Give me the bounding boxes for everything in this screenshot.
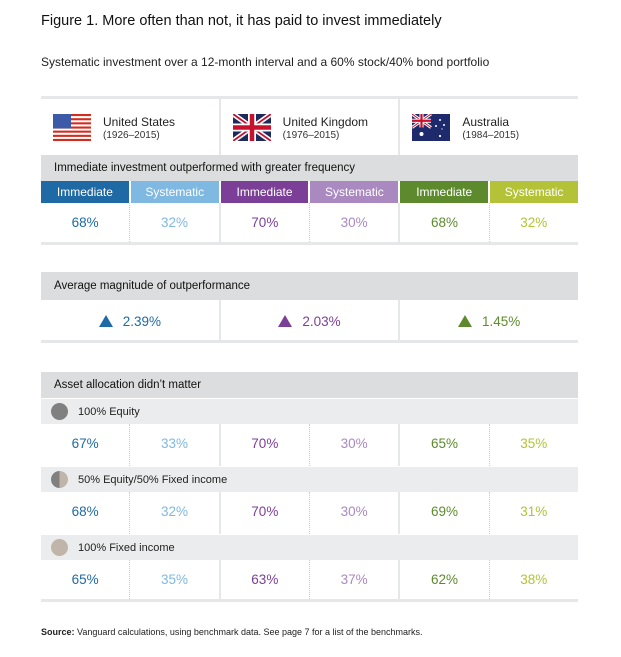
magnitude-au: 1.45% bbox=[400, 300, 578, 340]
value-cell: 67% bbox=[41, 424, 131, 466]
row-heading-equity: 100% Equity bbox=[41, 398, 578, 424]
us-flag-icon bbox=[53, 113, 91, 141]
value-cell: 68% bbox=[400, 203, 490, 242]
label-systematic-uk: Systematic bbox=[310, 181, 399, 203]
value-cell: 68% bbox=[41, 203, 131, 242]
magnitude-uk: 2.03% bbox=[221, 300, 401, 340]
row-heading-fixed-income: 100% Fixed income bbox=[41, 534, 578, 560]
label-systematic-au: Systematic bbox=[490, 181, 578, 203]
magnitude-section: Average magnitude of outperformance 2.39… bbox=[41, 272, 578, 343]
value-cell: 69% bbox=[400, 492, 490, 534]
country-uk: United Kingdom (1976–2015) bbox=[221, 99, 401, 155]
value-cell: 38% bbox=[520, 572, 548, 587]
triangle-up-icon bbox=[458, 315, 473, 327]
allocation-section: Asset allocation didn’t matter 100% Equi… bbox=[41, 372, 578, 602]
value-cell: 32% bbox=[130, 492, 221, 534]
value-cell: 33% bbox=[130, 424, 221, 466]
half-circle-icon bbox=[51, 471, 68, 488]
value-cell: 63% bbox=[221, 560, 310, 599]
value-cell: 31% bbox=[520, 504, 548, 519]
value-cell: 62% bbox=[400, 560, 490, 599]
label-immediate-us: Immediate bbox=[41, 181, 129, 203]
value-cell: 65% bbox=[400, 424, 490, 466]
value-cell: 35% bbox=[130, 560, 221, 599]
country-name: Australia bbox=[462, 114, 510, 129]
section-heading: Average magnitude of outperformance bbox=[41, 272, 578, 300]
australia-flag-icon bbox=[412, 113, 451, 141]
values-row: 67% 33% 70% 30% 65% 35% bbox=[41, 424, 578, 466]
country-name: United Kingdom bbox=[282, 114, 369, 129]
section-heading: Immediate investment outperformed with g… bbox=[41, 155, 578, 181]
values-row: 65% 35% 63% 37% 62% 38% bbox=[41, 560, 578, 602]
figure-title: Figure 1. More often than not, it has pa… bbox=[41, 13, 442, 29]
country-years: (1976–2015) bbox=[282, 129, 340, 141]
section-heading: Asset allocation didn’t matter bbox=[41, 372, 578, 398]
strategy-labels: Immediate Systematic Immediate Systemati… bbox=[41, 181, 578, 203]
row-heading-balanced: 50% Equity/50% Fixed income bbox=[41, 466, 578, 492]
figure-subtitle: Systematic investment over a 12-month in… bbox=[41, 55, 490, 69]
row-label: 100% Equity bbox=[78, 405, 140, 418]
value-cell: 68% bbox=[41, 492, 131, 534]
source-label: Source: bbox=[41, 627, 75, 637]
value-cell: 32% bbox=[520, 215, 548, 230]
values-row: 68% 32% 70% 30% 69% 31% bbox=[41, 492, 578, 534]
values-row: 68% 32% 70% 30% 68% 32% bbox=[41, 203, 578, 245]
row-label: 100% Fixed income bbox=[78, 541, 175, 554]
equity-circle-icon bbox=[51, 403, 68, 420]
triangle-up-icon bbox=[278, 315, 293, 327]
value-cell: 70% bbox=[221, 424, 310, 466]
value-cell: 30% bbox=[310, 203, 401, 242]
country-name: United States bbox=[103, 114, 176, 129]
value-cell: 70% bbox=[221, 203, 310, 242]
magnitude-row: 2.39% 2.03% 1.45% bbox=[41, 300, 578, 343]
triangle-up-icon bbox=[98, 315, 113, 327]
country-years: (1926–2015) bbox=[103, 129, 160, 141]
label-immediate-uk: Immediate bbox=[220, 181, 309, 203]
label-systematic-us: Systematic bbox=[130, 181, 219, 203]
magnitude-value: 2.39% bbox=[122, 314, 161, 329]
value-cell: 37% bbox=[310, 560, 401, 599]
uk-flag-icon bbox=[232, 113, 271, 141]
magnitude-value: 2.03% bbox=[302, 314, 341, 329]
country-header-row: United States (1926–2015) United Kingdom(… bbox=[41, 96, 578, 155]
value-cell: 32% bbox=[130, 203, 221, 242]
fixed-income-circle-icon bbox=[51, 539, 68, 556]
row-label: 50% Equity/50% Fixed income bbox=[78, 473, 228, 486]
source-text: Vanguard calculations, using benchmark d… bbox=[74, 627, 423, 637]
value-cell: 30% bbox=[310, 492, 401, 534]
country-australia: Australia (1984–2015) bbox=[400, 99, 578, 155]
value-cell: 35% bbox=[520, 436, 548, 451]
country-us: United States (1926–2015) bbox=[41, 99, 221, 155]
frequency-section: Immediate investment outperformed with g… bbox=[41, 155, 578, 245]
value-cell: 65% bbox=[41, 560, 131, 599]
value-cell: 30% bbox=[310, 424, 401, 466]
value-cell: 70% bbox=[221, 492, 310, 534]
label-immediate-au: Immediate bbox=[400, 181, 489, 203]
source-note: Source: Vanguard calculations, using ben… bbox=[41, 627, 423, 637]
magnitude-us: 2.39% bbox=[41, 300, 221, 340]
magnitude-value: 1.45% bbox=[482, 314, 521, 329]
country-years: (1984–2015) bbox=[462, 129, 520, 141]
